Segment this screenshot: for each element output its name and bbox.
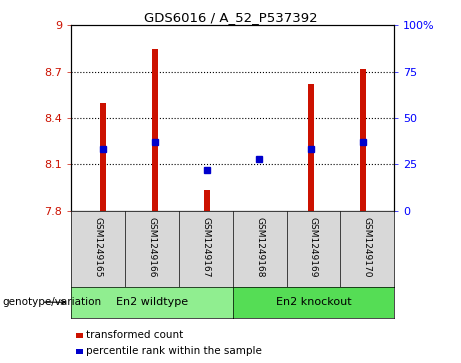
Text: GSM1249166: GSM1249166 bbox=[148, 217, 157, 277]
Text: GSM1249169: GSM1249169 bbox=[309, 217, 318, 277]
Text: GSM1249168: GSM1249168 bbox=[255, 217, 264, 277]
Text: percentile rank within the sample: percentile rank within the sample bbox=[86, 346, 262, 356]
Text: GSM1249165: GSM1249165 bbox=[94, 217, 103, 277]
Text: En2 wildtype: En2 wildtype bbox=[116, 297, 188, 307]
Text: transformed count: transformed count bbox=[86, 330, 183, 340]
Text: GDS6016 / A_52_P537392: GDS6016 / A_52_P537392 bbox=[144, 11, 317, 24]
Text: En2 knockout: En2 knockout bbox=[276, 297, 351, 307]
Text: GSM1249170: GSM1249170 bbox=[363, 217, 372, 277]
Bar bbox=[152, 49, 158, 211]
Bar bbox=[100, 102, 106, 211]
Text: GSM1249167: GSM1249167 bbox=[201, 217, 210, 277]
Bar bbox=[204, 191, 210, 211]
Text: genotype/variation: genotype/variation bbox=[2, 297, 101, 307]
Bar bbox=[360, 69, 366, 211]
Bar bbox=[308, 84, 314, 211]
